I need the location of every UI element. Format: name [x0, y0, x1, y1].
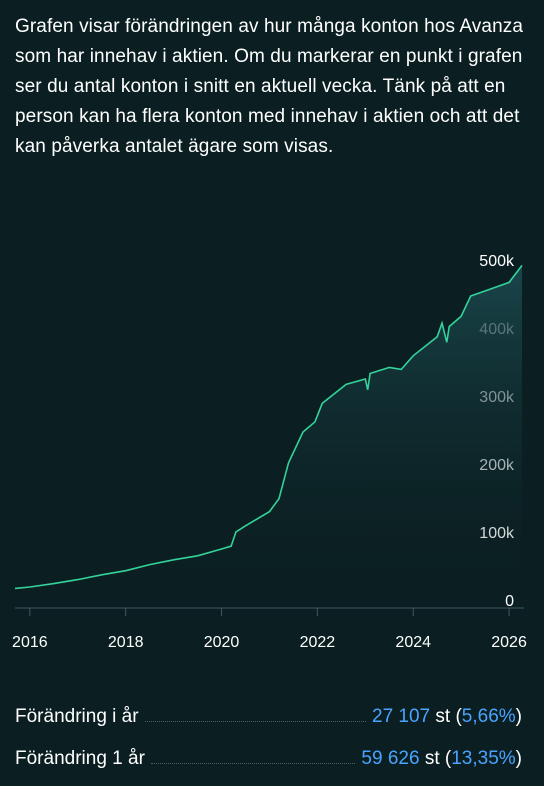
- row-percent: 5,66%: [461, 706, 516, 727]
- summary-row: Förändring 1 år 59 626 st (13,35%): [15, 748, 522, 770]
- row-unit: st: [435, 706, 451, 727]
- leader: [150, 763, 356, 764]
- y-tick-label: 500k: [479, 253, 515, 270]
- x-tick-label: 2022: [300, 634, 336, 651]
- x-tick-label: 2018: [108, 634, 144, 651]
- line: [14, 264, 523, 590]
- x-tick-label: 2020: [204, 634, 240, 651]
- paren: ): [515, 706, 522, 727]
- leader: [144, 721, 366, 722]
- row-label: Förändring i år: [15, 706, 139, 727]
- x-tick-label: 2024: [395, 634, 431, 651]
- paren: ): [515, 748, 522, 769]
- summary-row: Förändring i år 27 107 st (5,66%): [15, 706, 522, 728]
- row-unit: st: [424, 748, 440, 769]
- description: Grafen visar förändringen av hur många k…: [15, 16, 524, 157]
- x-tick-label: 2026: [491, 634, 527, 651]
- x-tick-label: 2016: [12, 634, 48, 651]
- row-value: 27 107: [372, 706, 431, 727]
- row-percent: 13,35%: [451, 748, 516, 769]
- row-label: Förändring 1 år: [15, 748, 145, 769]
- row-value: 59 626: [361, 748, 420, 769]
- paren: (: [444, 748, 452, 769]
- chart: 0100k200k300k400k500k2016201820202022202…: [12, 253, 527, 651]
- paren: (: [455, 706, 462, 727]
- area: [15, 265, 522, 602]
